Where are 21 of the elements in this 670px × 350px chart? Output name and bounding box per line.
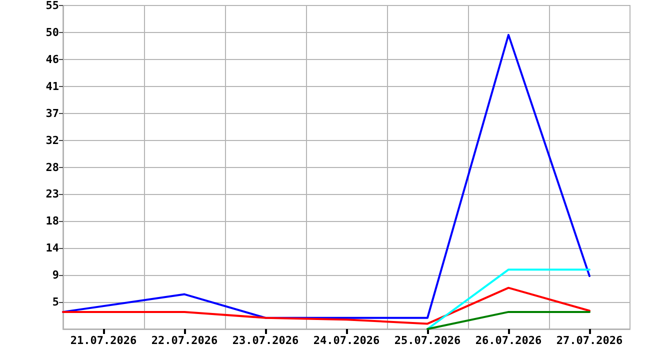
y-tick-label: 41 xyxy=(46,80,60,93)
x-tick-label: 23.07.2026 xyxy=(232,334,299,347)
y-tick-label: 50 xyxy=(46,26,59,39)
y-tick-label: 46 xyxy=(46,52,60,66)
y-tick-label: 9 xyxy=(52,268,59,282)
y-tick-label: 28 xyxy=(46,160,59,174)
y-tick-label: 32 xyxy=(46,134,59,147)
x-tick-label: 26.07.2026 xyxy=(475,334,542,347)
y-tick-label: 18 xyxy=(46,214,59,228)
x-tick-label: 24.07.2026 xyxy=(313,334,380,347)
x-tick-label: 22.07.2026 xyxy=(151,334,218,347)
x-tick-label: 27.07.2026 xyxy=(556,334,623,347)
y-tick-label: 55 xyxy=(46,0,59,12)
y-tick-label: 14 xyxy=(46,242,60,255)
y-tick-label: 37 xyxy=(46,106,59,120)
line-series xyxy=(62,286,590,325)
x-tick-label: 21.07.2026 xyxy=(70,334,137,347)
line-series xyxy=(62,34,590,319)
x-tick-label: 25.07.2026 xyxy=(394,334,461,347)
y-tick-label: 23 xyxy=(46,188,59,201)
y-tick-label: 5 xyxy=(52,296,59,309)
